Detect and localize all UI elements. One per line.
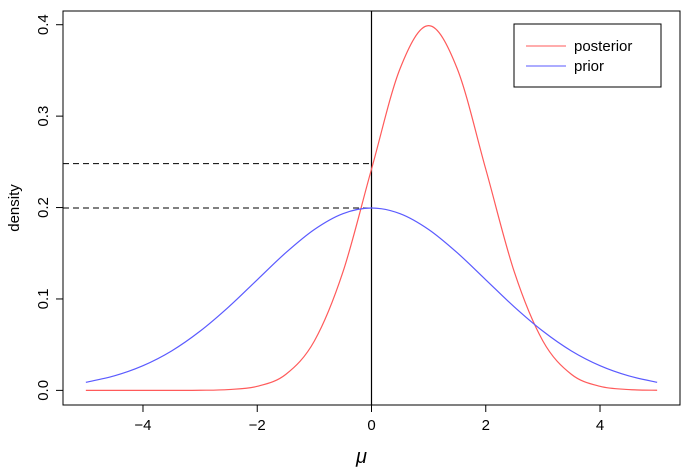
legend-box: [513, 23, 662, 88]
x-tick-label: 4: [596, 417, 604, 434]
x-tick-label: 0: [367, 417, 375, 434]
y-tick-label: 0.0: [35, 380, 52, 401]
x-tick-label: −2: [249, 417, 266, 434]
y-tick-label: 0.4: [35, 14, 52, 35]
legend-label: prior: [574, 58, 604, 75]
legend: posterior prior: [513, 23, 662, 88]
y-axis-label: density: [6, 184, 23, 232]
y-tick-label: 0.2: [35, 197, 52, 218]
series-line: [85, 207, 658, 383]
legend-label: posterior: [574, 38, 632, 55]
x-axis-label: μ: [355, 446, 367, 468]
series-line: [85, 25, 658, 391]
y-tick-label: 0.1: [35, 289, 52, 310]
x-tick-label: −4: [134, 417, 151, 434]
x-tick-label: 2: [482, 417, 490, 434]
y-tick-label: 0.3: [35, 106, 52, 127]
